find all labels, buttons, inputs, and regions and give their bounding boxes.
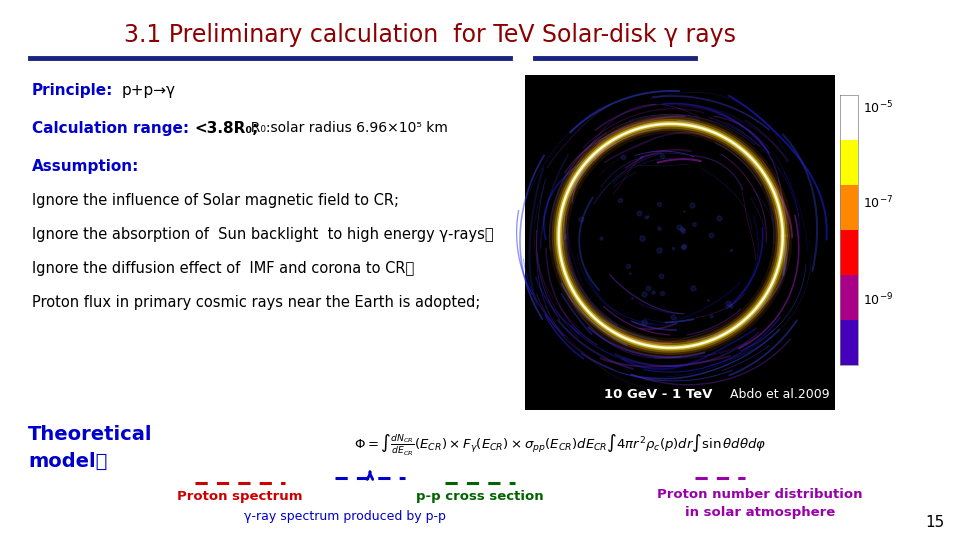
Text: Principle:: Principle: xyxy=(32,83,113,98)
Bar xyxy=(840,275,858,320)
Bar xyxy=(840,140,858,185)
Text: Proton flux in primary cosmic rays near the Earth is adopted;: Proton flux in primary cosmic rays near … xyxy=(32,295,480,310)
Text: Calculation range:: Calculation range: xyxy=(32,121,189,136)
Text: Ignore the diffusion effect of  IMF and corona to CR；: Ignore the diffusion effect of IMF and c… xyxy=(32,261,415,276)
Text: 3.1 Preliminary calculation  for TeV Solar-disk γ rays: 3.1 Preliminary calculation for TeV Sola… xyxy=(124,23,736,47)
Text: $10^{-7}$: $10^{-7}$ xyxy=(863,195,893,212)
Text: Theoretical
model：: Theoretical model： xyxy=(28,426,153,471)
Text: R₀:solar radius 6.96×10⁵ km: R₀:solar radius 6.96×10⁵ km xyxy=(242,121,448,135)
Text: Ignore the influence of Solar magnetic field to CR;: Ignore the influence of Solar magnetic f… xyxy=(32,193,399,208)
Text: $10^{-5}$: $10^{-5}$ xyxy=(863,100,893,117)
Text: p+p→γ: p+p→γ xyxy=(122,83,176,98)
Text: in solar atmosphere: in solar atmosphere xyxy=(684,506,835,519)
Bar xyxy=(840,230,858,275)
Text: Proton number distribution: Proton number distribution xyxy=(658,488,863,501)
Bar xyxy=(525,75,835,410)
Text: 10 GeV - 1 TeV: 10 GeV - 1 TeV xyxy=(604,388,712,401)
Text: <3.8R₀;: <3.8R₀; xyxy=(194,121,258,136)
Text: $\Phi = \int \frac{dN_{CR}}{dE_{CR}}(E_{CR}) \times F_\gamma(E_{CR}) \times \sig: $\Phi = \int \frac{dN_{CR}}{dE_{CR}}(E_{… xyxy=(354,433,766,457)
Bar xyxy=(840,95,858,140)
Text: 15: 15 xyxy=(925,515,945,530)
Text: Abdo et al.2009: Abdo et al.2009 xyxy=(731,388,830,401)
Text: Proton spectrum: Proton spectrum xyxy=(178,490,302,503)
Text: γ-ray spectrum produced by p-p: γ-ray spectrum produced by p-p xyxy=(244,510,446,523)
Text: p-p cross section: p-p cross section xyxy=(417,490,543,503)
Bar xyxy=(840,185,858,230)
Text: $10^{-9}$: $10^{-9}$ xyxy=(863,292,893,309)
Text: Assumption:: Assumption: xyxy=(32,159,139,174)
Text: Ignore the absorption of  Sun backlight  to high energy γ-rays；: Ignore the absorption of Sun backlight t… xyxy=(32,227,493,242)
Bar xyxy=(840,320,858,365)
